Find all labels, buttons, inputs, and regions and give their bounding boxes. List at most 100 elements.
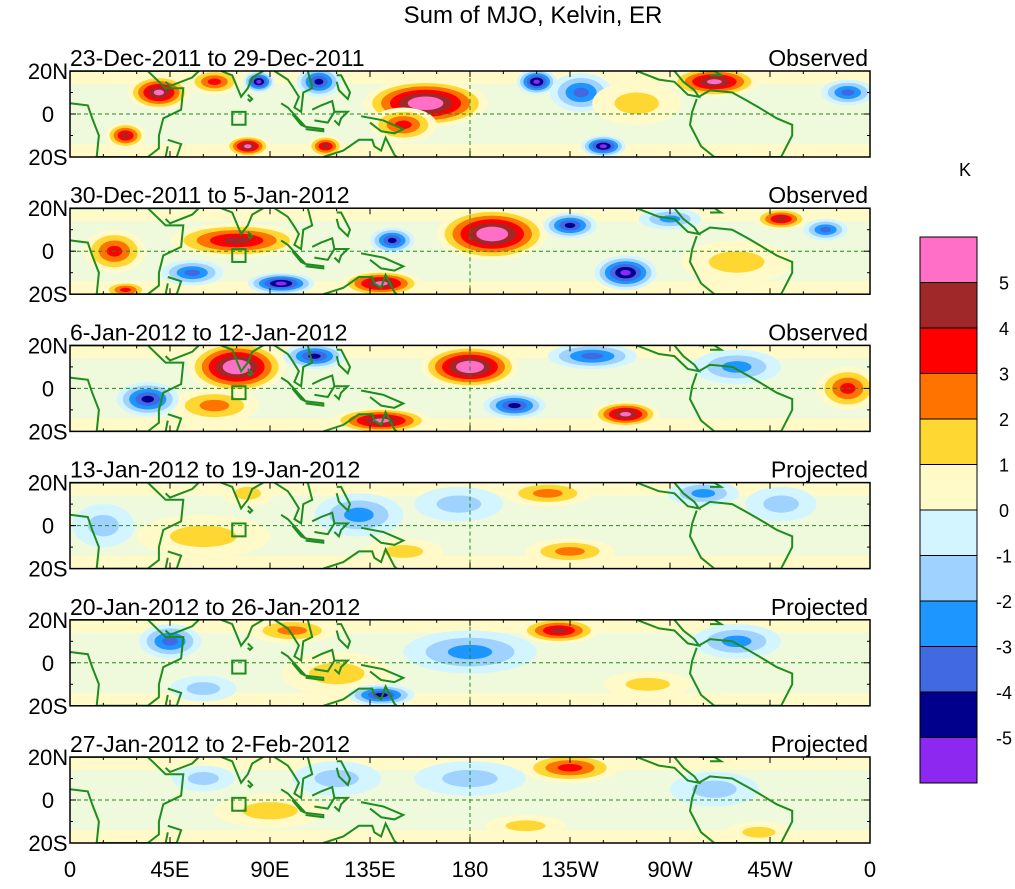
anomaly-5 xyxy=(332,407,430,432)
panel-status: Observed xyxy=(768,319,868,345)
mexico-coast xyxy=(636,208,702,236)
contour-level xyxy=(223,237,251,244)
colorbar-swatch xyxy=(919,737,978,784)
contour-level xyxy=(820,227,832,233)
contour-level xyxy=(625,677,670,691)
srilanka-coast xyxy=(247,93,254,103)
india-coast xyxy=(220,619,264,648)
contour-level xyxy=(614,92,659,114)
y-tick-label: 0 xyxy=(42,102,54,127)
panel-period: 13-Jan-2012 to 19-Jan-2012 xyxy=(70,457,360,483)
contour-level xyxy=(841,89,855,96)
contour-level xyxy=(242,802,298,820)
panel-status: Observed xyxy=(768,182,868,208)
southamerica-coast xyxy=(688,775,794,843)
contour-level xyxy=(692,780,737,798)
colorbar-swatch xyxy=(919,418,978,465)
y-tick-label: 20N xyxy=(28,333,68,358)
anomaly-2 xyxy=(170,223,304,258)
africa-coast xyxy=(70,345,185,432)
borneo-coast xyxy=(311,785,336,810)
contour-level xyxy=(314,78,324,85)
java-coast xyxy=(305,674,325,682)
borneo-coast xyxy=(311,511,336,536)
anomaly-6 xyxy=(421,345,519,389)
x-tick-label: 135W xyxy=(541,857,599,882)
x-tick-label: 45W xyxy=(747,857,792,882)
australia-coast xyxy=(322,546,398,569)
colorbar-swatch xyxy=(919,327,978,374)
mexico-coast xyxy=(636,757,702,785)
y-tick-label: 20N xyxy=(28,196,68,221)
contour-level xyxy=(256,79,262,84)
anomaly-4 xyxy=(172,765,235,792)
panel-status: Projected xyxy=(771,594,868,620)
srilanka-coast xyxy=(247,642,254,652)
contour-level xyxy=(707,79,722,85)
anomaly-8 xyxy=(745,486,817,522)
arabia-coast xyxy=(147,482,201,499)
africa-coast xyxy=(70,619,185,706)
anomaly-7 xyxy=(341,270,422,295)
srilanka-coast xyxy=(247,368,254,377)
y-tick-label: 20S xyxy=(28,282,67,307)
java-coast xyxy=(305,537,325,544)
anomaly-5 xyxy=(307,135,344,157)
x-tick-label: 135E xyxy=(344,857,395,882)
anomaly-6 xyxy=(485,815,566,837)
panel-2: 20N 0 20S 30-Dec-2011 to 5-Jan-2012 Observed xyxy=(28,182,871,307)
java-coast xyxy=(305,400,325,407)
madagascar-coast xyxy=(164,276,183,295)
borneo-coast xyxy=(311,648,336,673)
australia-coast xyxy=(322,409,398,432)
indochina-coast xyxy=(273,71,314,114)
anomaly-7 xyxy=(483,392,546,419)
sulawesi-coast xyxy=(333,110,351,127)
panel-status: Observed xyxy=(768,45,868,71)
contour-level xyxy=(184,269,201,276)
sulawesi-coast xyxy=(333,522,351,539)
contour-level xyxy=(187,772,219,785)
x-tick-label: 90W xyxy=(647,857,692,882)
y-tick-label: 20S xyxy=(28,557,67,582)
x-tick-label: 45E xyxy=(150,857,189,882)
anomaly-1 xyxy=(221,482,275,507)
colorbar-label: -5 xyxy=(996,729,1012,749)
newguinea-coast xyxy=(360,115,406,135)
contour-level xyxy=(557,763,583,772)
anomaly-4 xyxy=(103,281,148,295)
colorbar-label: -1 xyxy=(996,547,1012,567)
anomaly-2 xyxy=(170,388,259,423)
java-coast xyxy=(305,263,325,270)
y-tick-label: 0 xyxy=(42,376,54,401)
contour-level xyxy=(505,820,546,832)
india-coast xyxy=(220,482,264,511)
anomaly-5 xyxy=(503,482,593,507)
panel-status: Projected xyxy=(771,731,868,757)
madagascar-coast xyxy=(164,687,183,706)
y-tick-label: 0 xyxy=(42,651,54,676)
borneo-coast xyxy=(311,236,336,261)
anomaly-8 xyxy=(436,208,548,260)
sulawesi-coast xyxy=(333,796,351,813)
anomaly-4 xyxy=(225,135,270,157)
colorbar-swatch xyxy=(919,555,978,602)
panel-4: 20N 0 20S 13-Jan-2012 to 19-Jan-2012 Project… xyxy=(28,457,871,582)
southamerica-coast xyxy=(688,500,794,569)
mexico-coast xyxy=(636,71,702,99)
indochina-coast xyxy=(273,619,314,663)
contour-level xyxy=(708,251,765,273)
philippines-coast xyxy=(335,348,352,376)
southamerica-coast xyxy=(688,89,794,157)
contour-level xyxy=(383,544,424,558)
arabia-coast xyxy=(147,71,201,88)
contour-level xyxy=(234,486,262,500)
reference-box xyxy=(231,248,247,263)
contour-level xyxy=(620,412,632,417)
india-coast xyxy=(220,71,264,99)
philippines-coast xyxy=(335,760,352,787)
anomaly-3 xyxy=(187,71,242,95)
colorbar-label: 1 xyxy=(999,456,1009,476)
anomaly-9 xyxy=(543,212,597,239)
anomaly-9 xyxy=(547,345,637,370)
